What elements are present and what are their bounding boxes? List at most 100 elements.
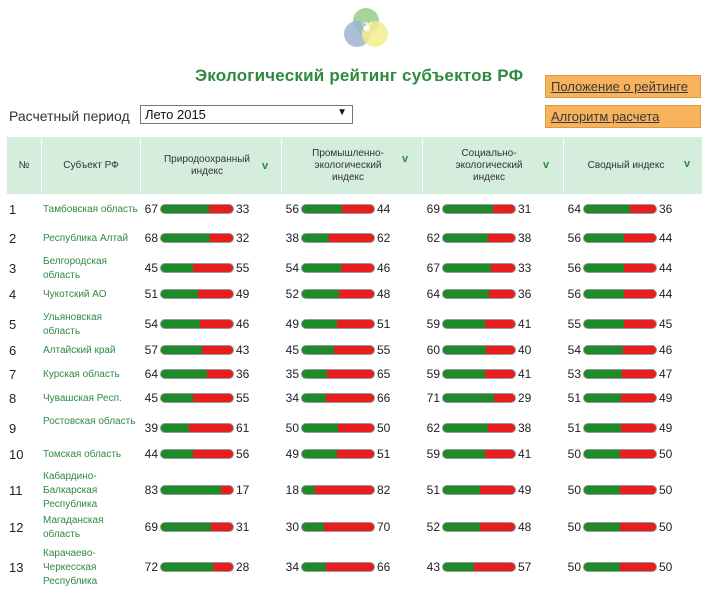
index-negative-value: 50 xyxy=(659,483,673,497)
index-cell: 55 45 xyxy=(563,317,698,332)
index-bar xyxy=(583,449,657,459)
index-bar xyxy=(583,204,657,214)
subject-link[interactable]: Ульяновская область xyxy=(43,312,102,337)
index-bar xyxy=(583,345,657,355)
index-cell: 34 66 xyxy=(281,560,416,575)
index-bar-green xyxy=(302,346,335,354)
index-bar-green xyxy=(161,320,200,328)
index-cell: 62 38 xyxy=(422,421,557,436)
index-bar-green xyxy=(161,450,193,458)
index-bar xyxy=(583,393,657,403)
index-bar-green xyxy=(584,346,623,354)
table-row: 2 Республика Алтай 68 32 38 62 62 38 56 44 xyxy=(0,230,721,248)
subject-link[interactable]: Курская область xyxy=(43,369,120,380)
index-negative-value: 66 xyxy=(377,560,391,574)
index-bar xyxy=(442,345,516,355)
index-positive-value: 35 xyxy=(285,367,299,381)
header-subject[interactable]: Субъект РФ xyxy=(63,159,119,171)
sort-summary-icon[interactable]: v xyxy=(684,158,691,170)
index-cell: 43 57 xyxy=(422,560,557,575)
index-positive-value: 43 xyxy=(426,560,440,574)
index-bar-green xyxy=(443,486,480,494)
index-negative-value: 45 xyxy=(659,317,673,331)
index-negative-value: 44 xyxy=(659,231,673,245)
index-bar xyxy=(301,485,375,495)
table-row: 4 Чукотский АО 51 49 52 48 64 36 56 44 xyxy=(0,286,721,304)
index-positive-value: 62 xyxy=(426,421,440,435)
index-cell: 51 49 xyxy=(422,483,557,498)
index-positive-value: 69 xyxy=(426,202,440,216)
table-row: 3 Белгородская область 45 55 54 46 67 33 56 44 xyxy=(0,254,721,284)
index-negative-value: 48 xyxy=(518,520,532,534)
index-positive-value: 51 xyxy=(567,391,581,405)
index-bar xyxy=(442,562,516,572)
subject-link[interactable]: Белгородская область xyxy=(43,256,107,281)
index-cell: 18 82 xyxy=(281,483,416,498)
header-industrial[interactable]: Промышленно-экологический индекс xyxy=(312,147,384,183)
index-negative-value: 49 xyxy=(659,421,673,435)
index-negative-value: 41 xyxy=(518,317,532,331)
row-number: 8 xyxy=(9,391,17,406)
index-bar-green xyxy=(584,563,620,571)
index-cell: 54 46 xyxy=(140,317,275,332)
index-positive-value: 62 xyxy=(426,231,440,245)
period-select[interactable]: Лето 2015 ▼ xyxy=(140,105,353,124)
index-cell: 59 41 xyxy=(422,317,557,332)
index-bar-green xyxy=(302,264,341,272)
algorithm-button[interactable]: Алгоритм расчета xyxy=(545,105,701,128)
index-cell: 51 49 xyxy=(563,391,698,406)
index-cell: 44 56 xyxy=(140,447,275,462)
period-label: Расчетный период xyxy=(9,108,130,124)
row-number: 3 xyxy=(9,261,17,276)
row-number: 9 xyxy=(9,421,17,436)
subject-link[interactable]: Чукотский АО xyxy=(43,289,107,300)
index-negative-value: 41 xyxy=(518,447,532,461)
index-cell: 52 48 xyxy=(281,287,416,302)
sort-social-icon[interactable]: v xyxy=(543,159,550,171)
subject-link[interactable]: Томская область xyxy=(43,449,122,460)
index-negative-value: 62 xyxy=(377,231,391,245)
subject-link[interactable]: Алтайский край xyxy=(43,345,116,356)
subject-link[interactable]: Тамбовская область xyxy=(43,204,138,215)
index-cell: 35 65 xyxy=(281,367,416,382)
subject-link[interactable]: Республика Алтай xyxy=(43,233,129,244)
index-bar xyxy=(442,522,516,532)
index-positive-value: 72 xyxy=(144,560,158,574)
table-row: 8 Чувашская Респ. 45 55 34 66 71 29 51 49 xyxy=(0,390,721,408)
index-bar-green xyxy=(584,290,625,298)
about-rating-button[interactable]: Положение о рейтинге xyxy=(545,75,701,98)
index-positive-value: 50 xyxy=(567,560,581,574)
index-bar-green xyxy=(161,563,213,571)
subject-link[interactable]: Чувашская Респ. xyxy=(43,393,122,404)
sort-nature-icon[interactable]: v xyxy=(262,160,269,172)
subject-link[interactable]: Карачаево-Черкесская Республика xyxy=(43,548,98,587)
index-bar-green xyxy=(443,346,487,354)
index-cell: 54 46 xyxy=(281,261,416,276)
table-row: 12 Магаданская область 69 31 30 70 52 48 50 50 xyxy=(0,515,721,541)
index-cell: 67 33 xyxy=(422,261,557,276)
table-row: 13 Карачаево-Черкесская Республика 72 28 34 6… xyxy=(0,547,721,589)
index-positive-value: 53 xyxy=(567,367,581,381)
index-bar xyxy=(442,233,516,243)
index-positive-value: 54 xyxy=(285,261,299,275)
index-negative-value: 55 xyxy=(236,261,250,275)
row-number: 11 xyxy=(9,483,23,498)
index-bar-green xyxy=(161,264,194,272)
index-bar xyxy=(160,233,234,243)
index-negative-value: 36 xyxy=(236,367,250,381)
sort-industrial-icon[interactable]: v xyxy=(402,153,409,165)
index-cell: 38 62 xyxy=(281,231,416,246)
subject-link[interactable]: Кабардино-Балкарская Республика xyxy=(43,471,98,510)
index-bar-green xyxy=(443,264,492,272)
header-social[interactable]: Социально-экологический индекс xyxy=(455,147,523,183)
header-nature[interactable]: Природоохранный индекс xyxy=(163,153,251,177)
index-negative-value: 28 xyxy=(236,560,250,574)
subject-link[interactable]: Ростовская область xyxy=(43,416,136,427)
index-bar-green xyxy=(302,450,338,458)
index-positive-value: 59 xyxy=(426,367,440,381)
index-cell: 69 31 xyxy=(140,520,275,535)
index-negative-value: 44 xyxy=(659,287,673,301)
index-negative-value: 50 xyxy=(659,560,673,574)
subject-link[interactable]: Магаданская область xyxy=(43,515,104,540)
header-summary[interactable]: Сводный индекс xyxy=(587,159,665,171)
